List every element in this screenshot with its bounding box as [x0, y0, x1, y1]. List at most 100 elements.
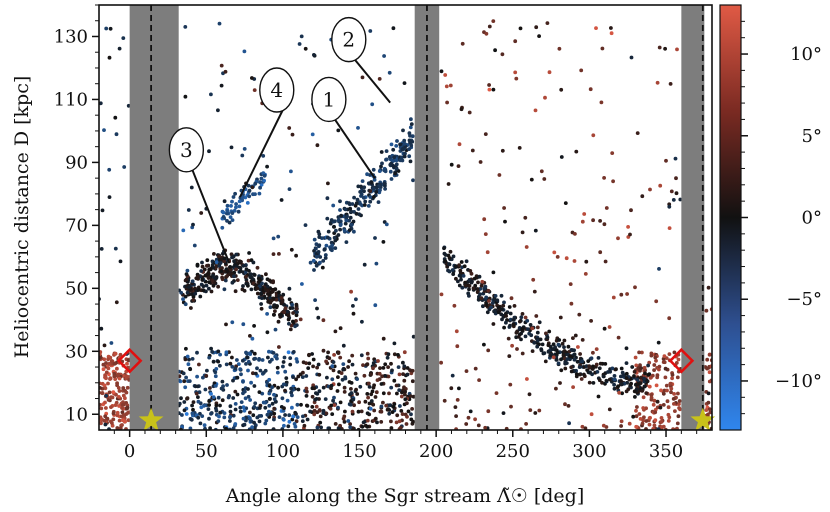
data-point: [456, 279, 460, 284]
data-point: [216, 349, 221, 354]
data-point: [373, 416, 378, 421]
data-point: [372, 195, 376, 199]
data-point: [219, 63, 224, 68]
data-point: [352, 229, 356, 234]
data-point: [252, 420, 256, 425]
data-point: [227, 220, 232, 225]
data-point: [494, 391, 499, 395]
data-point: [206, 407, 211, 411]
data-point: [627, 421, 632, 426]
data-point: [99, 326, 104, 331]
data-point: [222, 256, 227, 261]
data-point: [619, 366, 624, 371]
data-point: [467, 294, 471, 298]
data-point: [286, 424, 291, 429]
data-point: [307, 361, 312, 366]
data-point: [259, 306, 264, 311]
annotation-ellipse: [311, 76, 347, 123]
data-point: [638, 363, 642, 367]
data-point: [367, 385, 372, 389]
data-point: [396, 365, 401, 369]
data-point: [603, 362, 608, 366]
data-point: [283, 306, 288, 311]
data-point: [620, 370, 625, 375]
data-point: [338, 208, 342, 212]
data-point: [196, 415, 201, 420]
data-point: [246, 258, 251, 263]
data-point: [642, 365, 647, 370]
data-point: [579, 68, 584, 73]
data-point: [439, 292, 444, 297]
data-point: [237, 259, 242, 264]
data-point: [379, 382, 384, 386]
data-point: [277, 252, 281, 256]
data-point: [295, 310, 299, 314]
data-point: [395, 139, 399, 143]
data-point: [327, 356, 332, 361]
data-point: [349, 289, 353, 294]
data-point: [518, 26, 523, 31]
data-point: [478, 287, 483, 291]
data-point: [365, 351, 370, 356]
data-point: [252, 405, 257, 409]
data-point: [257, 406, 262, 410]
data-point: [189, 185, 194, 190]
data-point: [181, 371, 186, 376]
data-point: [271, 252, 276, 256]
data-point: [566, 344, 571, 349]
data-point: [387, 70, 392, 75]
data-point: [591, 381, 596, 385]
data-point: [491, 270, 496, 275]
y-tick-label: 110: [54, 89, 88, 110]
data-point: [539, 169, 544, 174]
data-point: [635, 131, 640, 136]
data-point: [625, 292, 629, 296]
data-point: [538, 337, 543, 342]
data-point: [551, 355, 556, 360]
data-point: [208, 386, 212, 390]
data-point: [295, 359, 300, 364]
data-point: [289, 323, 294, 328]
data-point: [338, 227, 342, 232]
data-point: [269, 299, 274, 303]
data-point: [258, 368, 263, 373]
data-point: [305, 389, 309, 394]
data-point: [576, 345, 580, 349]
data-point: [392, 352, 397, 357]
data-point: [646, 363, 650, 368]
data-point: [486, 409, 491, 414]
data-point: [619, 374, 623, 379]
data-point: [385, 407, 390, 412]
data-point: [247, 194, 252, 199]
data-point: [469, 271, 474, 276]
data-point: [241, 322, 246, 327]
data-point: [231, 195, 236, 199]
data-point: [508, 317, 513, 322]
data-point: [389, 161, 394, 166]
data-point: [500, 148, 505, 153]
data-point: [257, 357, 261, 361]
data-point: [598, 219, 602, 223]
data-point: [545, 21, 550, 25]
data-point: [261, 400, 266, 405]
x-tick-label: 100: [266, 441, 300, 462]
data-point: [230, 355, 234, 360]
data-point: [315, 365, 319, 370]
data-point: [351, 219, 356, 224]
data-point: [293, 324, 297, 329]
data-point: [367, 401, 372, 406]
data-point: [479, 283, 484, 288]
data-point: [480, 279, 485, 284]
data-point: [460, 41, 465, 46]
data-point: [312, 386, 317, 391]
data-point: [311, 364, 315, 369]
data-point: [240, 195, 245, 200]
data-point: [375, 420, 379, 425]
data-point: [493, 294, 498, 298]
data-point: [567, 421, 571, 426]
data-point: [369, 180, 374, 185]
data-point: [115, 426, 120, 430]
data-point: [257, 191, 262, 196]
data-point: [313, 298, 317, 302]
data-point: [99, 101, 103, 106]
